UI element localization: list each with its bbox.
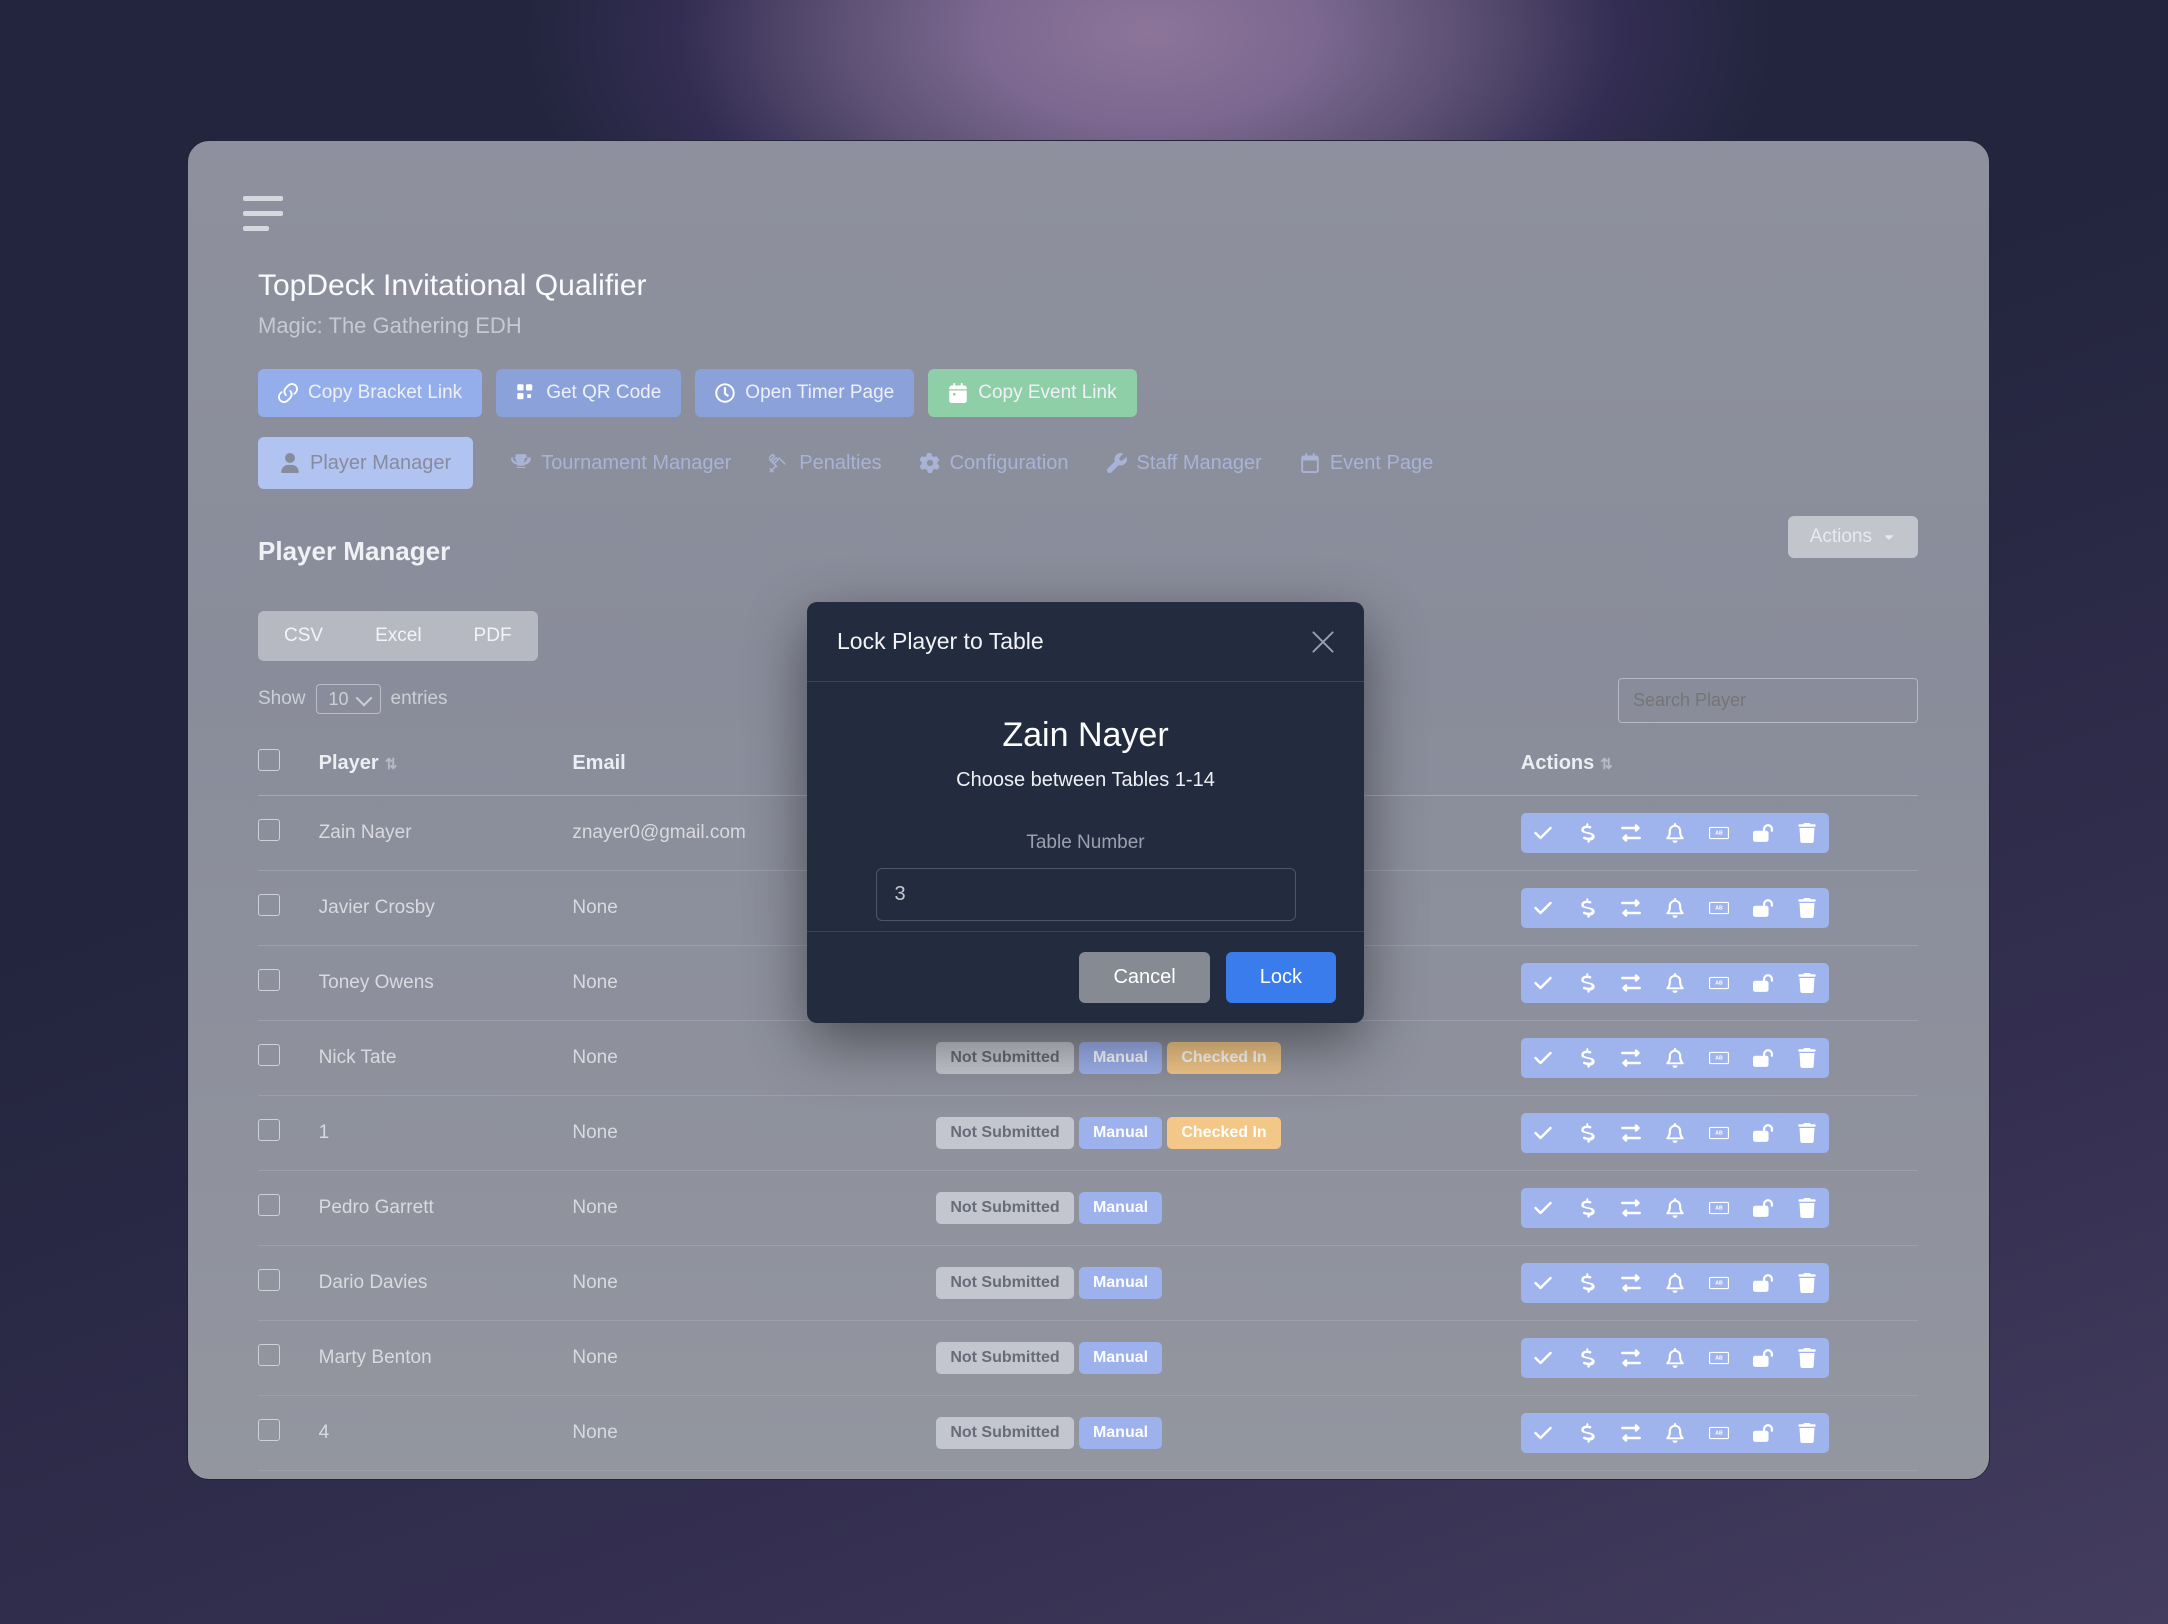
svg-text:AB: AB <box>1715 831 1723 837</box>
svg-text:AB: AB <box>1715 981 1723 987</box>
svg-text:AB: AB <box>1715 1131 1723 1137</box>
svg-text:AB: AB <box>1715 1281 1723 1287</box>
svg-text:AB: AB <box>1715 1356 1723 1362</box>
svg-text:AB: AB <box>1715 906 1723 912</box>
svg-text:AB: AB <box>1715 1431 1723 1437</box>
svg-text:AB: AB <box>1715 1206 1723 1212</box>
svg-text:AB: AB <box>1715 1056 1723 1062</box>
